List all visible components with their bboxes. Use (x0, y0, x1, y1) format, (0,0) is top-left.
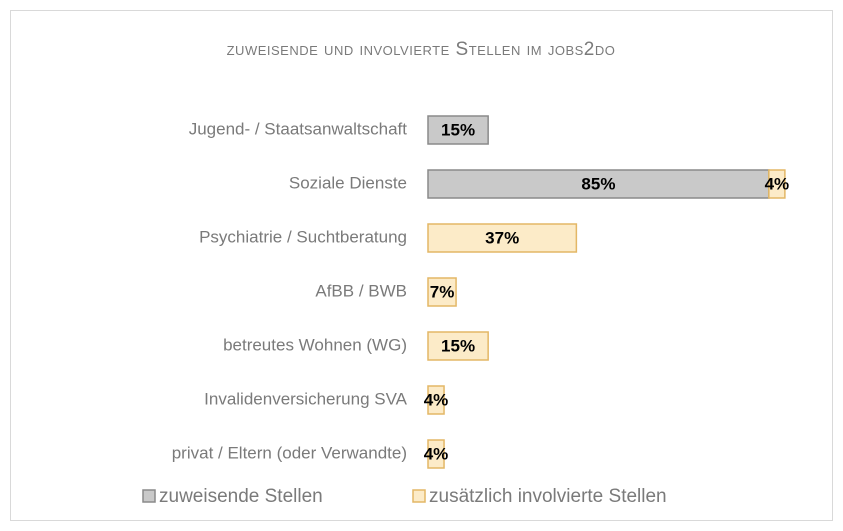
chart-title: zuweisende und involvierte Stellen im jo… (227, 39, 616, 60)
bar-segment (427, 169, 770, 199)
data-label: 37% (485, 228, 519, 247)
bar-segment (427, 277, 457, 307)
bar-segment (427, 115, 489, 145)
data-label: 4% (765, 174, 790, 193)
category-label: betreutes Wohnen (WG) (223, 335, 407, 354)
category-label: Psychiatrie / Suchtberatung (199, 227, 407, 246)
bar-segment (427, 331, 489, 361)
category-label: Invalidenversicherung SVA (204, 389, 408, 408)
category-label: Soziale Dienste (289, 173, 407, 192)
data-label: 15% (441, 336, 475, 355)
data-label: 7% (430, 282, 455, 301)
data-label: 85% (581, 174, 615, 193)
legend-swatch (142, 489, 156, 503)
chart-frame (10, 10, 833, 521)
legend-label: zuweisende Stellen (159, 486, 323, 507)
bar-segment (427, 223, 578, 253)
bar-segment (427, 439, 445, 469)
data-label: 4% (424, 390, 449, 409)
category-label: Jugend- / Staatsanwaltschaft (189, 119, 408, 138)
bar-segment (768, 169, 786, 199)
bar-segment (427, 385, 445, 415)
legend-swatch (412, 489, 426, 503)
category-label: privat / Eltern (oder Verwandte) (172, 443, 407, 462)
data-label: 4% (424, 444, 449, 463)
category-label: AfBB / BWB (315, 281, 407, 300)
legend-label: zusätzlich involvierte Stellen (429, 486, 667, 507)
data-label: 15% (441, 120, 475, 139)
